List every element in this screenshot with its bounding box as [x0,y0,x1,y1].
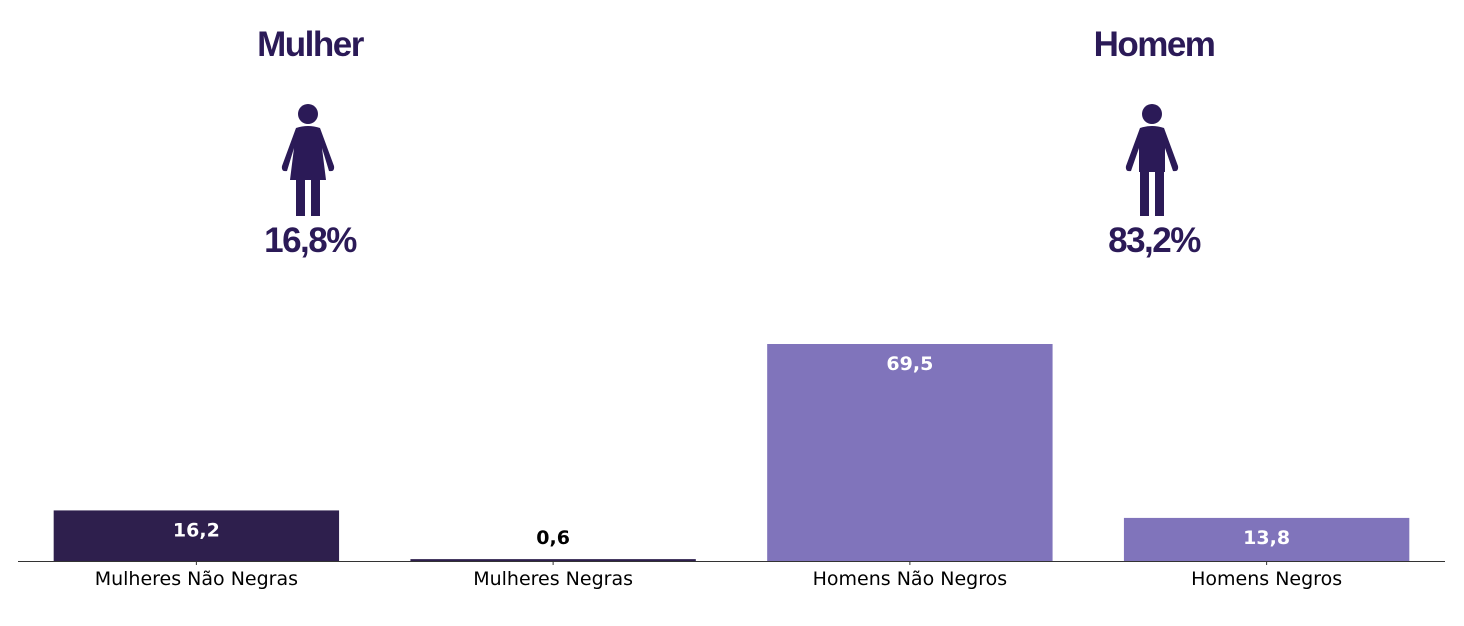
bar [410,559,696,561]
woman-icon [281,104,335,216]
x-tick-label: Homens Negros [1191,568,1342,590]
group-title: Homem [1094,25,1215,64]
value-label: 16,2 [173,519,220,541]
x-tick-label: Mulheres Negras [473,568,633,590]
value-label: 69,5 [886,353,933,375]
group-share: 83,2% [1108,221,1201,260]
x-tick-label: Mulheres Não Negras [95,568,298,590]
value-label: 0,6 [536,527,570,549]
bar [53,510,340,561]
group-title: Mulher [257,25,365,64]
man-icon [1125,104,1179,216]
value-label: 13,8 [1243,527,1290,549]
bar [1123,517,1410,561]
group-share: 16,8% [264,221,357,260]
x-tick-label: Homens Não Negros [813,568,1008,590]
bar [767,344,1053,561]
